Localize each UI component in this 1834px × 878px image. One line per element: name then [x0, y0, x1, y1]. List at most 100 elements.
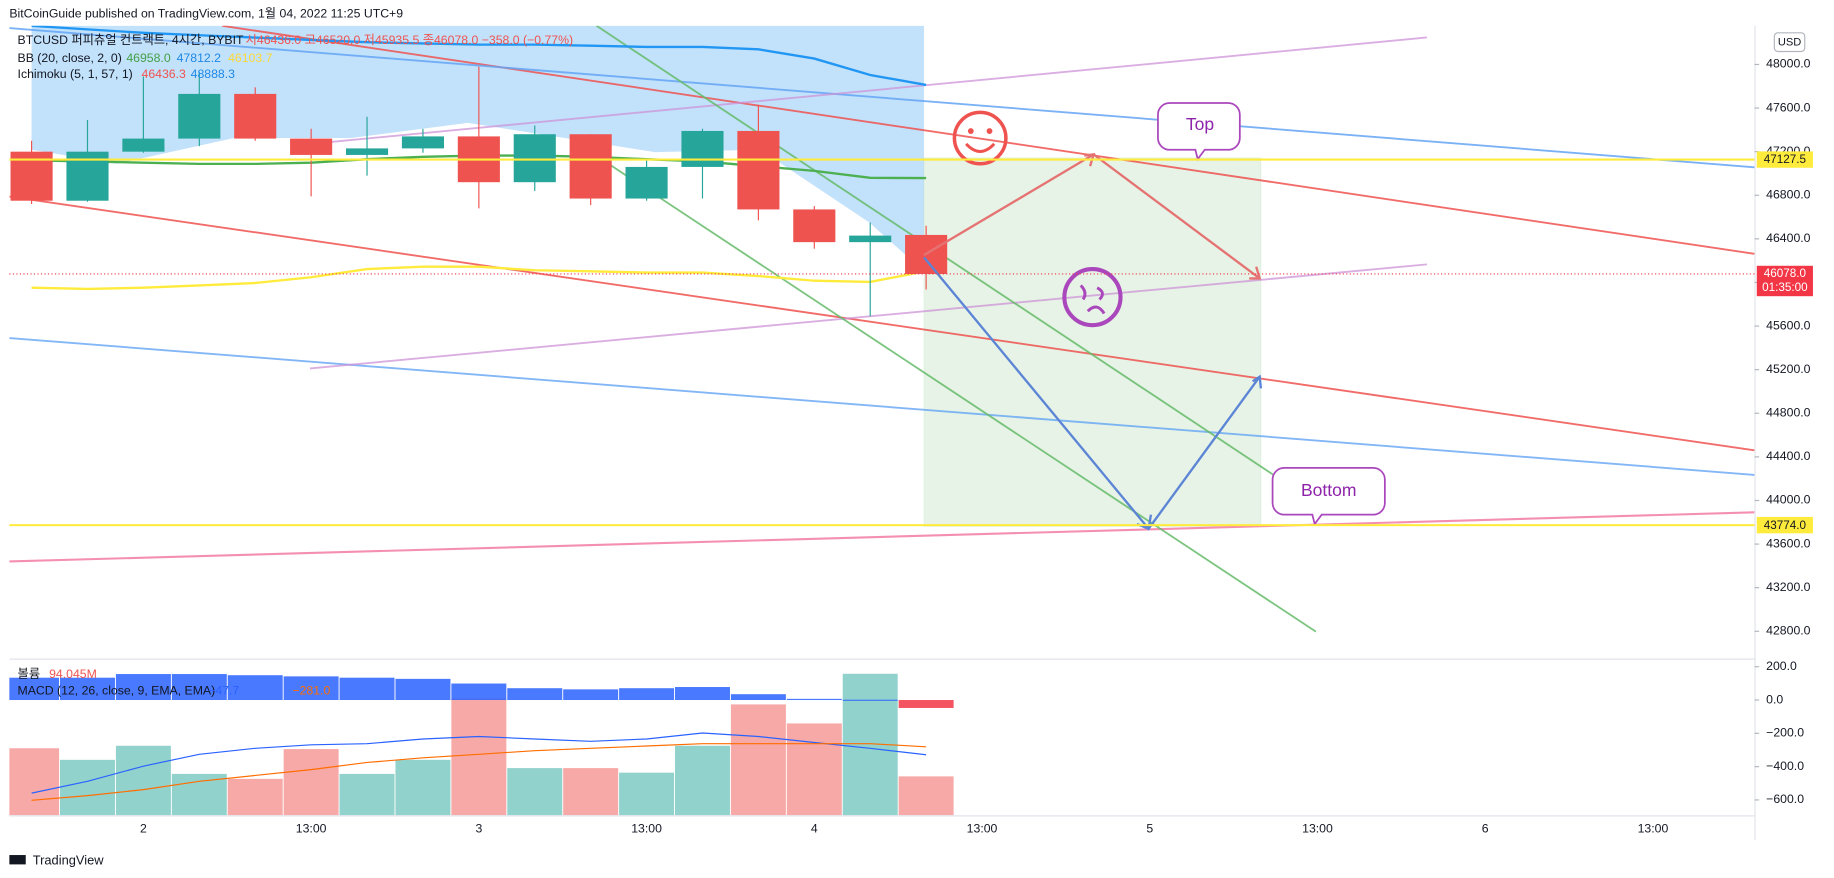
y-tick-label: 46400.0 — [1766, 231, 1811, 245]
arrows — [923, 102, 1386, 531]
macd-histogram-bar — [227, 675, 283, 701]
y-tick-label: 45600.0 — [1766, 318, 1811, 332]
level-badge — [1756, 516, 1813, 534]
candle-body — [849, 235, 892, 243]
x-tick-label: 2 — [140, 822, 147, 836]
trend-line — [222, 25, 1755, 255]
y-tick-label: 45200.0 — [1766, 362, 1811, 376]
x-tick-label: 13:00 — [967, 822, 998, 836]
candle-body — [234, 93, 277, 139]
volume-bar — [675, 745, 730, 816]
macd-histogram-bar — [786, 698, 842, 701]
macd-histogram-bar — [9, 677, 60, 701]
y-tick-label: 200.0 — [1766, 659, 1797, 673]
level-badge — [1756, 151, 1813, 168]
bb-value: 47812.2 — [177, 51, 222, 65]
volume-bar — [395, 759, 451, 816]
last-price-label: 46078.0 — [1764, 267, 1807, 280]
y-tick-label: −400.0 — [1766, 759, 1804, 773]
volume-bar — [227, 778, 283, 816]
trend-line — [9, 27, 1755, 169]
ohlc-label: 시46436.0 고46520.0 저45935.5 종46078.0 −358… — [246, 33, 574, 47]
x-tick-label: 3 — [475, 822, 482, 836]
macd-line — [31, 732, 927, 794]
x-tick-label: 4 — [811, 822, 818, 836]
ichimoku-label: Ichimoku (5, 1, 57, 1) — [18, 67, 133, 81]
trend-line — [309, 36, 1428, 145]
y-tick-label: 48000.0 — [1766, 57, 1811, 71]
x-tick-label: 13:00 — [631, 822, 662, 836]
level-label: 43774.0 — [1764, 519, 1807, 532]
volume-label: 볼륨 — [18, 667, 41, 681]
symbol-label: BTCUSD 퍼피츄얼 컨트랙트, 4시간, BYBIT — [18, 33, 244, 47]
candle-body — [178, 93, 221, 139]
bb-line — [31, 265, 927, 291]
arrowhead — [1252, 374, 1263, 389]
y-tick-label: −600.0 — [1766, 792, 1804, 806]
volume-bar — [898, 776, 954, 816]
drawings — [9, 25, 1755, 633]
countdown-label: 01:35:00 — [1762, 281, 1808, 294]
smiley-mouth — [965, 142, 996, 153]
y-tick-label: −200.0 — [1766, 726, 1804, 740]
volume-bar — [507, 768, 563, 816]
series-layer — [10, 25, 948, 317]
macd-histogram-bar — [507, 688, 563, 701]
trend-line — [9, 195, 1755, 452]
macd-histogram-bar — [115, 674, 171, 701]
confused-mouth — [1086, 305, 1106, 315]
volume-bar — [339, 773, 395, 816]
bb-label: BB (20, close, 2, 0) — [18, 51, 122, 65]
y-tick-label: 0.0 — [1766, 692, 1783, 706]
volume-bar — [451, 698, 507, 816]
volume-bar — [60, 759, 115, 816]
bb-value: 46103.7 — [228, 51, 273, 65]
ichimoku-value: 48888.3 — [191, 67, 236, 81]
candle-body — [345, 148, 389, 155]
candle-body — [737, 130, 780, 210]
x-tick-label: 13:00 — [296, 822, 327, 836]
ichimoku-cloud — [31, 25, 925, 272]
x-tick-label: 13:00 — [1302, 822, 1333, 836]
volume-bar — [619, 772, 675, 816]
publish-title: BitCoinGuide published on TradingView.co… — [9, 6, 403, 20]
signal-line — [31, 743, 927, 801]
currency-badge[interactable] — [1773, 32, 1806, 53]
macd-histogram-bar — [339, 677, 395, 701]
x-tick-label: 6 — [1482, 822, 1489, 836]
lower-layer — [9, 673, 954, 816]
macd-histogram-bar — [395, 678, 451, 701]
logo — [9, 855, 26, 865]
macd-histogram-bar — [171, 674, 227, 701]
x-tick-label: 5 — [1146, 822, 1153, 836]
macd-histogram-bar — [619, 688, 675, 701]
smiley-eye — [967, 128, 974, 134]
volume-bar — [730, 704, 786, 816]
smiley-icon — [952, 110, 1008, 166]
candle-body — [793, 209, 836, 243]
callout — [1271, 467, 1386, 527]
x-tick-label: 13:00 — [1638, 822, 1669, 836]
smiley-eye — [986, 128, 993, 134]
confused-eye — [1096, 286, 1104, 301]
volume-bar — [563, 768, 619, 816]
arrowhead — [1084, 153, 1096, 167]
volume-bar — [115, 745, 171, 816]
y-tick-label: 44400.0 — [1766, 449, 1811, 463]
trend-line — [9, 337, 1755, 476]
candle-body — [401, 136, 444, 149]
candle-body — [569, 134, 612, 199]
candle-body — [681, 130, 724, 167]
level-label: 47127.5 — [1764, 153, 1807, 166]
volume-value: 94.045M — [49, 667, 97, 681]
trend-line — [596, 25, 1317, 504]
macd-histogram-bar — [842, 699, 898, 701]
macd-value: −281.0 — [292, 684, 330, 698]
macd-label: MACD (12, 26, close, 9, EMA, EMA) — [18, 684, 216, 698]
volume-bar — [9, 748, 60, 816]
confused-icon — [1062, 267, 1123, 328]
macd-histogram-bar — [283, 676, 339, 701]
y-tick-label: 46800.0 — [1766, 188, 1811, 202]
annotation-bottom: Bottom — [1301, 480, 1357, 500]
last-price-badge — [1756, 265, 1813, 297]
